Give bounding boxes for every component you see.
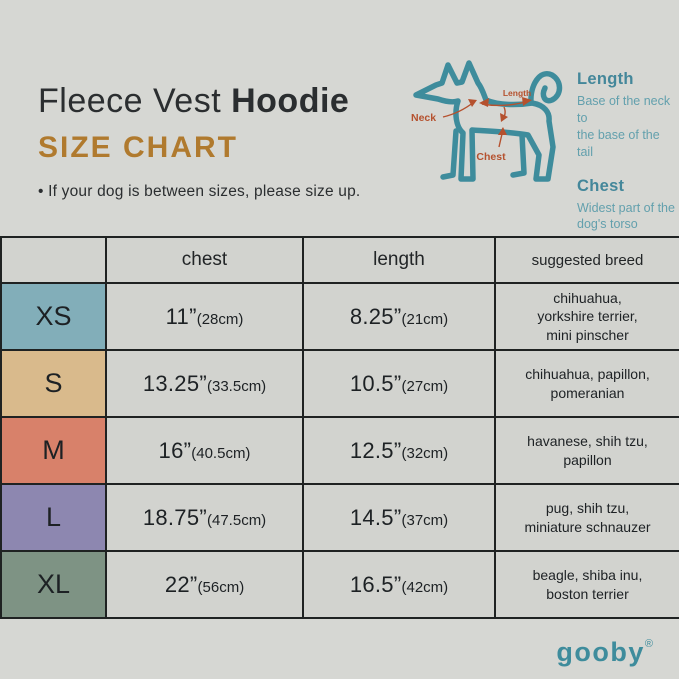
length-inches: 8.25” [349,303,402,329]
legend-chest-term: Chest [577,176,625,195]
breed-list-xs: chihuahua, yorkshire terrier, mini pinsc… [494,282,679,351]
measurement-legend: Length Base of the neck to the base of t… [577,70,679,233]
table-header-row: chest length suggested breed [0,236,679,284]
table-row-s: S 13.25”(33.5cm) 10.5”(27cm) chihuahua, … [0,349,679,418]
chest-inches: 18.75” [142,504,207,530]
chest-value-xl: 22”(56cm) [105,550,304,619]
brand-logo: gooby® [556,637,653,668]
size-chart-table: chest length suggested breed XS 11”(28cm… [0,236,679,619]
dog-far-front-leg [440,128,459,180]
dog-measurement-diagram: Neck Length Chest [400,55,575,197]
table-row-xl: XL 22”(56cm) 16.5”(42cm) beagle, shiba i… [0,550,679,619]
size-badge-xl: XL [0,550,107,619]
header-length-cell: length [302,236,496,284]
chest-label: Chest [476,151,506,163]
size-badge-s: S [0,349,107,418]
chest-inches: 13.25” [142,370,207,396]
chest-arrowhead-up [498,127,507,135]
length-value-xs: 8.25”(21cm) [302,282,496,351]
length-label: Length [503,88,531,98]
chest-inches: 16” [158,437,192,463]
length-value-l: 14.5”(37cm) [302,483,496,552]
table-row-l: L 18.75”(47.5cm) 14.5”(37cm) pug, shih t… [0,483,679,552]
page-title-regular: Fleece Vest [38,82,232,120]
dog-far-hind-leg [510,132,527,178]
dog-outline-illustration: Neck Length Chest [411,60,563,182]
header-chest-cell: chest [105,236,304,284]
breed-list-xl: beagle, shiba inu, boston terrier [494,550,679,619]
table-row-xs: XS 11”(28cm) 8.25”(21cm) chihuahua, york… [0,282,679,351]
neck-label: Neck [411,112,436,124]
header: Fleece Vest Hoodie SIZE CHART • If your … [38,82,360,201]
chest-value-l: 18.75”(47.5cm) [105,483,304,552]
chest-cm: (47.5cm) [207,511,267,529]
size-badge-l: L [0,483,107,552]
legend-chest-desc: Widest part of the dog's torso [577,200,675,232]
length-arrowhead-right [522,97,532,106]
table-row-m: M 16”(40.5cm) 12.5”(32cm) havanese, shih… [0,416,679,485]
registered-trademark-symbol: ® [644,638,653,650]
neck-arrowhead [468,99,477,107]
legend-length-group: Length Base of the neck to the base of t… [577,70,679,161]
size-badge-m: M [0,416,107,485]
size-badge-xs: XS [0,282,107,351]
length-inches: 16.5” [349,571,402,597]
chest-value-xs: 11”(28cm) [105,282,304,351]
chest-cm: (28cm) [196,310,244,328]
length-arrowhead-left [479,98,489,107]
length-cm: (37cm) [401,511,449,529]
chest-arrowhead-down [500,113,508,122]
length-cm: (27cm) [401,377,449,395]
sizing-note: • If your dog is between sizes, please s… [38,183,361,200]
legend-chest-group: Chest Widest part of the dog's torso [577,177,679,234]
length-cm: (32cm) [401,444,449,462]
chest-inches: 11” [165,303,197,329]
chest-value-s: 13.25”(33.5cm) [105,349,304,418]
legend-length-term: Length [577,70,634,88]
chest-cm: (33.5cm) [207,377,267,395]
length-cm: (42cm) [401,578,449,596]
chest-value-m: 16”(40.5cm) [105,416,304,485]
dog-body-outline [413,60,556,182]
chest-cm: (40.5cm) [191,444,251,462]
breed-list-s: chihuahua, papillon, pomeranian [494,349,679,418]
chest-cm: (56cm) [197,578,245,596]
legend-length-desc: Base of the neck to the base of the tail [577,94,671,159]
dog-tail [528,71,563,106]
length-value-s: 10.5”(27cm) [302,349,496,418]
header-size-cell [0,236,107,284]
length-value-m: 12.5”(32cm) [302,416,496,485]
length-inches: 10.5” [349,370,402,396]
page-title: Fleece Vest Hoodie [38,82,360,121]
breed-list-m: havanese, shih tzu, papillon [494,416,679,485]
brand-logo-text: gooby [556,637,645,667]
page-title-bold: Hoodie [231,82,350,120]
length-inches: 14.5” [349,504,402,530]
chest-inches: 22” [164,571,198,597]
header-breed-cell: suggested breed [494,236,679,284]
breed-list-l: pug, shih tzu, miniature schnauzer [494,483,679,552]
size-chart-subtitle: SIZE CHART [38,131,238,164]
length-cm: (21cm) [401,310,449,328]
length-inches: 12.5” [349,437,402,463]
length-value-xl: 16.5”(42cm) [302,550,496,619]
